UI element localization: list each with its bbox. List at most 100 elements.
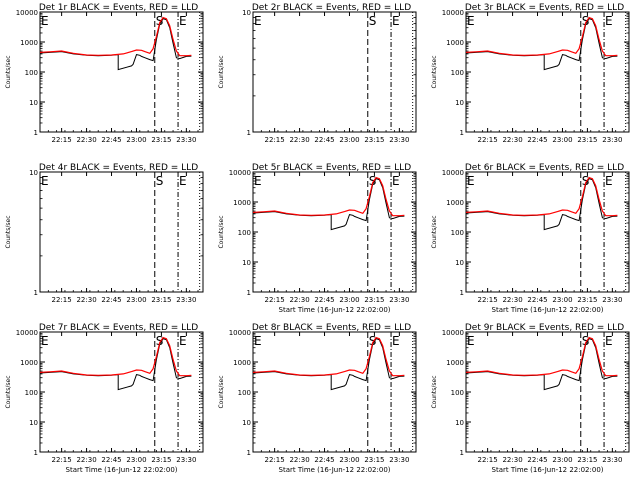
- panel-title: Det 3r BLACK = Events, RED = LLD: [465, 3, 624, 13]
- x-tick-label: 22:15: [265, 296, 285, 304]
- y-tick-label: 10: [29, 169, 38, 177]
- x-tick-label: 23:15: [577, 136, 597, 144]
- x-tick-label: 22:30: [502, 136, 522, 144]
- time-marker-label: E: [179, 174, 187, 188]
- x-tick-label: 23:15: [577, 296, 597, 304]
- y-axis-label: Counts/sec: [218, 215, 225, 248]
- time-marker-label: E: [467, 334, 475, 348]
- y-tick-label: 1000: [446, 39, 464, 47]
- panel-title: Det 2r BLACK = Events, RED = LLD: [252, 3, 411, 13]
- y-tick-label: 100: [451, 69, 464, 77]
- x-tick-label: 23:00: [339, 136, 359, 144]
- x-tick-label: 23:30: [176, 456, 196, 464]
- x-tick-label: 22:45: [314, 296, 334, 304]
- events-series-line: [465, 178, 618, 231]
- x-tick-label: 23:30: [389, 456, 409, 464]
- y-tick-label: 10: [242, 419, 251, 427]
- x-tick-label: 22:15: [52, 136, 72, 144]
- x-tick-label: 22:45: [101, 456, 121, 464]
- y-tick-label: 10: [455, 259, 464, 267]
- time-marker-label: E: [467, 174, 475, 188]
- x-tick-label: 23:30: [389, 296, 409, 304]
- x-tick-label: 22:30: [76, 296, 96, 304]
- time-marker-label: E: [179, 334, 187, 348]
- time-marker-label: E: [392, 14, 400, 28]
- y-tick-label: 10000: [442, 169, 464, 177]
- detector-panel: Det 1r BLACK = Events, RED = LLD Counts/s…: [5, 3, 204, 144]
- events-series-line: [252, 338, 405, 391]
- y-tick-label: 1: [460, 129, 464, 137]
- x-tick-label: 23:00: [552, 456, 572, 464]
- y-tick-label: 1000: [446, 199, 464, 207]
- lld-series-line: [39, 16, 192, 57]
- x-tick-label: 22:15: [478, 136, 498, 144]
- panel-title: Det 1r BLACK = Events, RED = LLD: [39, 3, 198, 13]
- y-axis-label: Counts/sec: [431, 215, 438, 248]
- y-tick-label: 10: [242, 9, 251, 17]
- time-marker-label: E: [41, 14, 49, 28]
- panel-title: Det 6r BLACK = Events, RED = LLD: [465, 163, 624, 173]
- time-marker-label: S: [369, 174, 377, 188]
- x-tick-label: 22:30: [76, 456, 96, 464]
- time-marker-label: E: [41, 174, 49, 188]
- x-tick-label: 22:45: [527, 456, 547, 464]
- x-tick-label: 22:45: [101, 136, 121, 144]
- detector-panel: Det 2r BLACK = Events, RED = LLD Counts/s…: [218, 3, 417, 144]
- x-tick-label: 23:15: [151, 136, 171, 144]
- x-tick-label: 22:45: [527, 296, 547, 304]
- time-marker-label: E: [41, 334, 49, 348]
- x-tick-label: 23:00: [339, 456, 359, 464]
- x-tick-label: 22:15: [265, 136, 285, 144]
- x-tick-label: 23:15: [151, 296, 171, 304]
- events-series-line: [39, 338, 192, 391]
- x-tick-label: 22:15: [478, 456, 498, 464]
- y-axis-label: Counts/sec: [5, 215, 12, 248]
- x-tick-label: 22:15: [52, 296, 72, 304]
- y-tick-label: 100: [25, 69, 38, 77]
- time-marker-label: S: [369, 14, 377, 28]
- x-axis-label: Start Time (16-Jun-12 22:02:00): [492, 306, 604, 314]
- time-marker-label: E: [179, 14, 187, 28]
- events-series-line: [252, 178, 405, 231]
- y-axis-label: Counts/sec: [431, 55, 438, 88]
- x-tick-label: 22:45: [101, 296, 121, 304]
- x-tick-label: 22:45: [314, 456, 334, 464]
- y-tick-label: 10000: [16, 9, 38, 17]
- x-tick-label: 22:15: [52, 456, 72, 464]
- events-series-line: [465, 18, 618, 71]
- y-tick-label: 1000: [233, 359, 251, 367]
- x-tick-label: 23:00: [552, 136, 572, 144]
- y-axis-label: Counts/sec: [218, 375, 225, 408]
- x-axis-label: Start Time (16-Jun-12 22:02:00): [279, 466, 391, 474]
- time-marker-label: E: [254, 14, 262, 28]
- y-tick-label: 10: [29, 99, 38, 107]
- time-marker-label: E: [605, 14, 613, 28]
- lld-series-line: [465, 336, 618, 377]
- y-tick-label: 10000: [229, 329, 251, 337]
- x-tick-label: 23:15: [364, 296, 384, 304]
- detector-panel: Det 3r BLACK = Events, RED = LLD Counts/s…: [431, 3, 630, 144]
- y-tick-label: 10: [29, 419, 38, 427]
- y-tick-label: 10: [455, 99, 464, 107]
- y-axis-label: Counts/sec: [5, 55, 12, 88]
- x-tick-label: 23:30: [602, 456, 622, 464]
- time-marker-label: E: [392, 334, 400, 348]
- y-tick-label: 1: [460, 289, 464, 297]
- x-tick-label: 23:30: [602, 136, 622, 144]
- y-tick-label: 10000: [229, 169, 251, 177]
- x-tick-label: 23:00: [126, 136, 146, 144]
- detector-panel: Det 6r BLACK = Events, RED = LLD Counts/s…: [431, 163, 630, 314]
- panel-title: Det 9r BLACK = Events, RED = LLD: [465, 323, 624, 333]
- x-tick-label: 23:15: [364, 136, 384, 144]
- x-tick-label: 23:30: [176, 136, 196, 144]
- y-tick-label: 100: [451, 389, 464, 397]
- time-marker-label: S: [156, 334, 164, 348]
- y-tick-label: 100: [238, 229, 251, 237]
- y-tick-label: 10000: [442, 329, 464, 337]
- time-marker-label: S: [156, 174, 164, 188]
- y-tick-label: 1: [247, 289, 251, 297]
- x-axis-label: Start Time (16-Jun-12 22:02:00): [492, 466, 604, 474]
- detector-panel: Det 4r BLACK = Events, RED = LLD Counts/s…: [5, 163, 204, 304]
- x-tick-label: 22:30: [502, 296, 522, 304]
- x-tick-label: 22:30: [76, 136, 96, 144]
